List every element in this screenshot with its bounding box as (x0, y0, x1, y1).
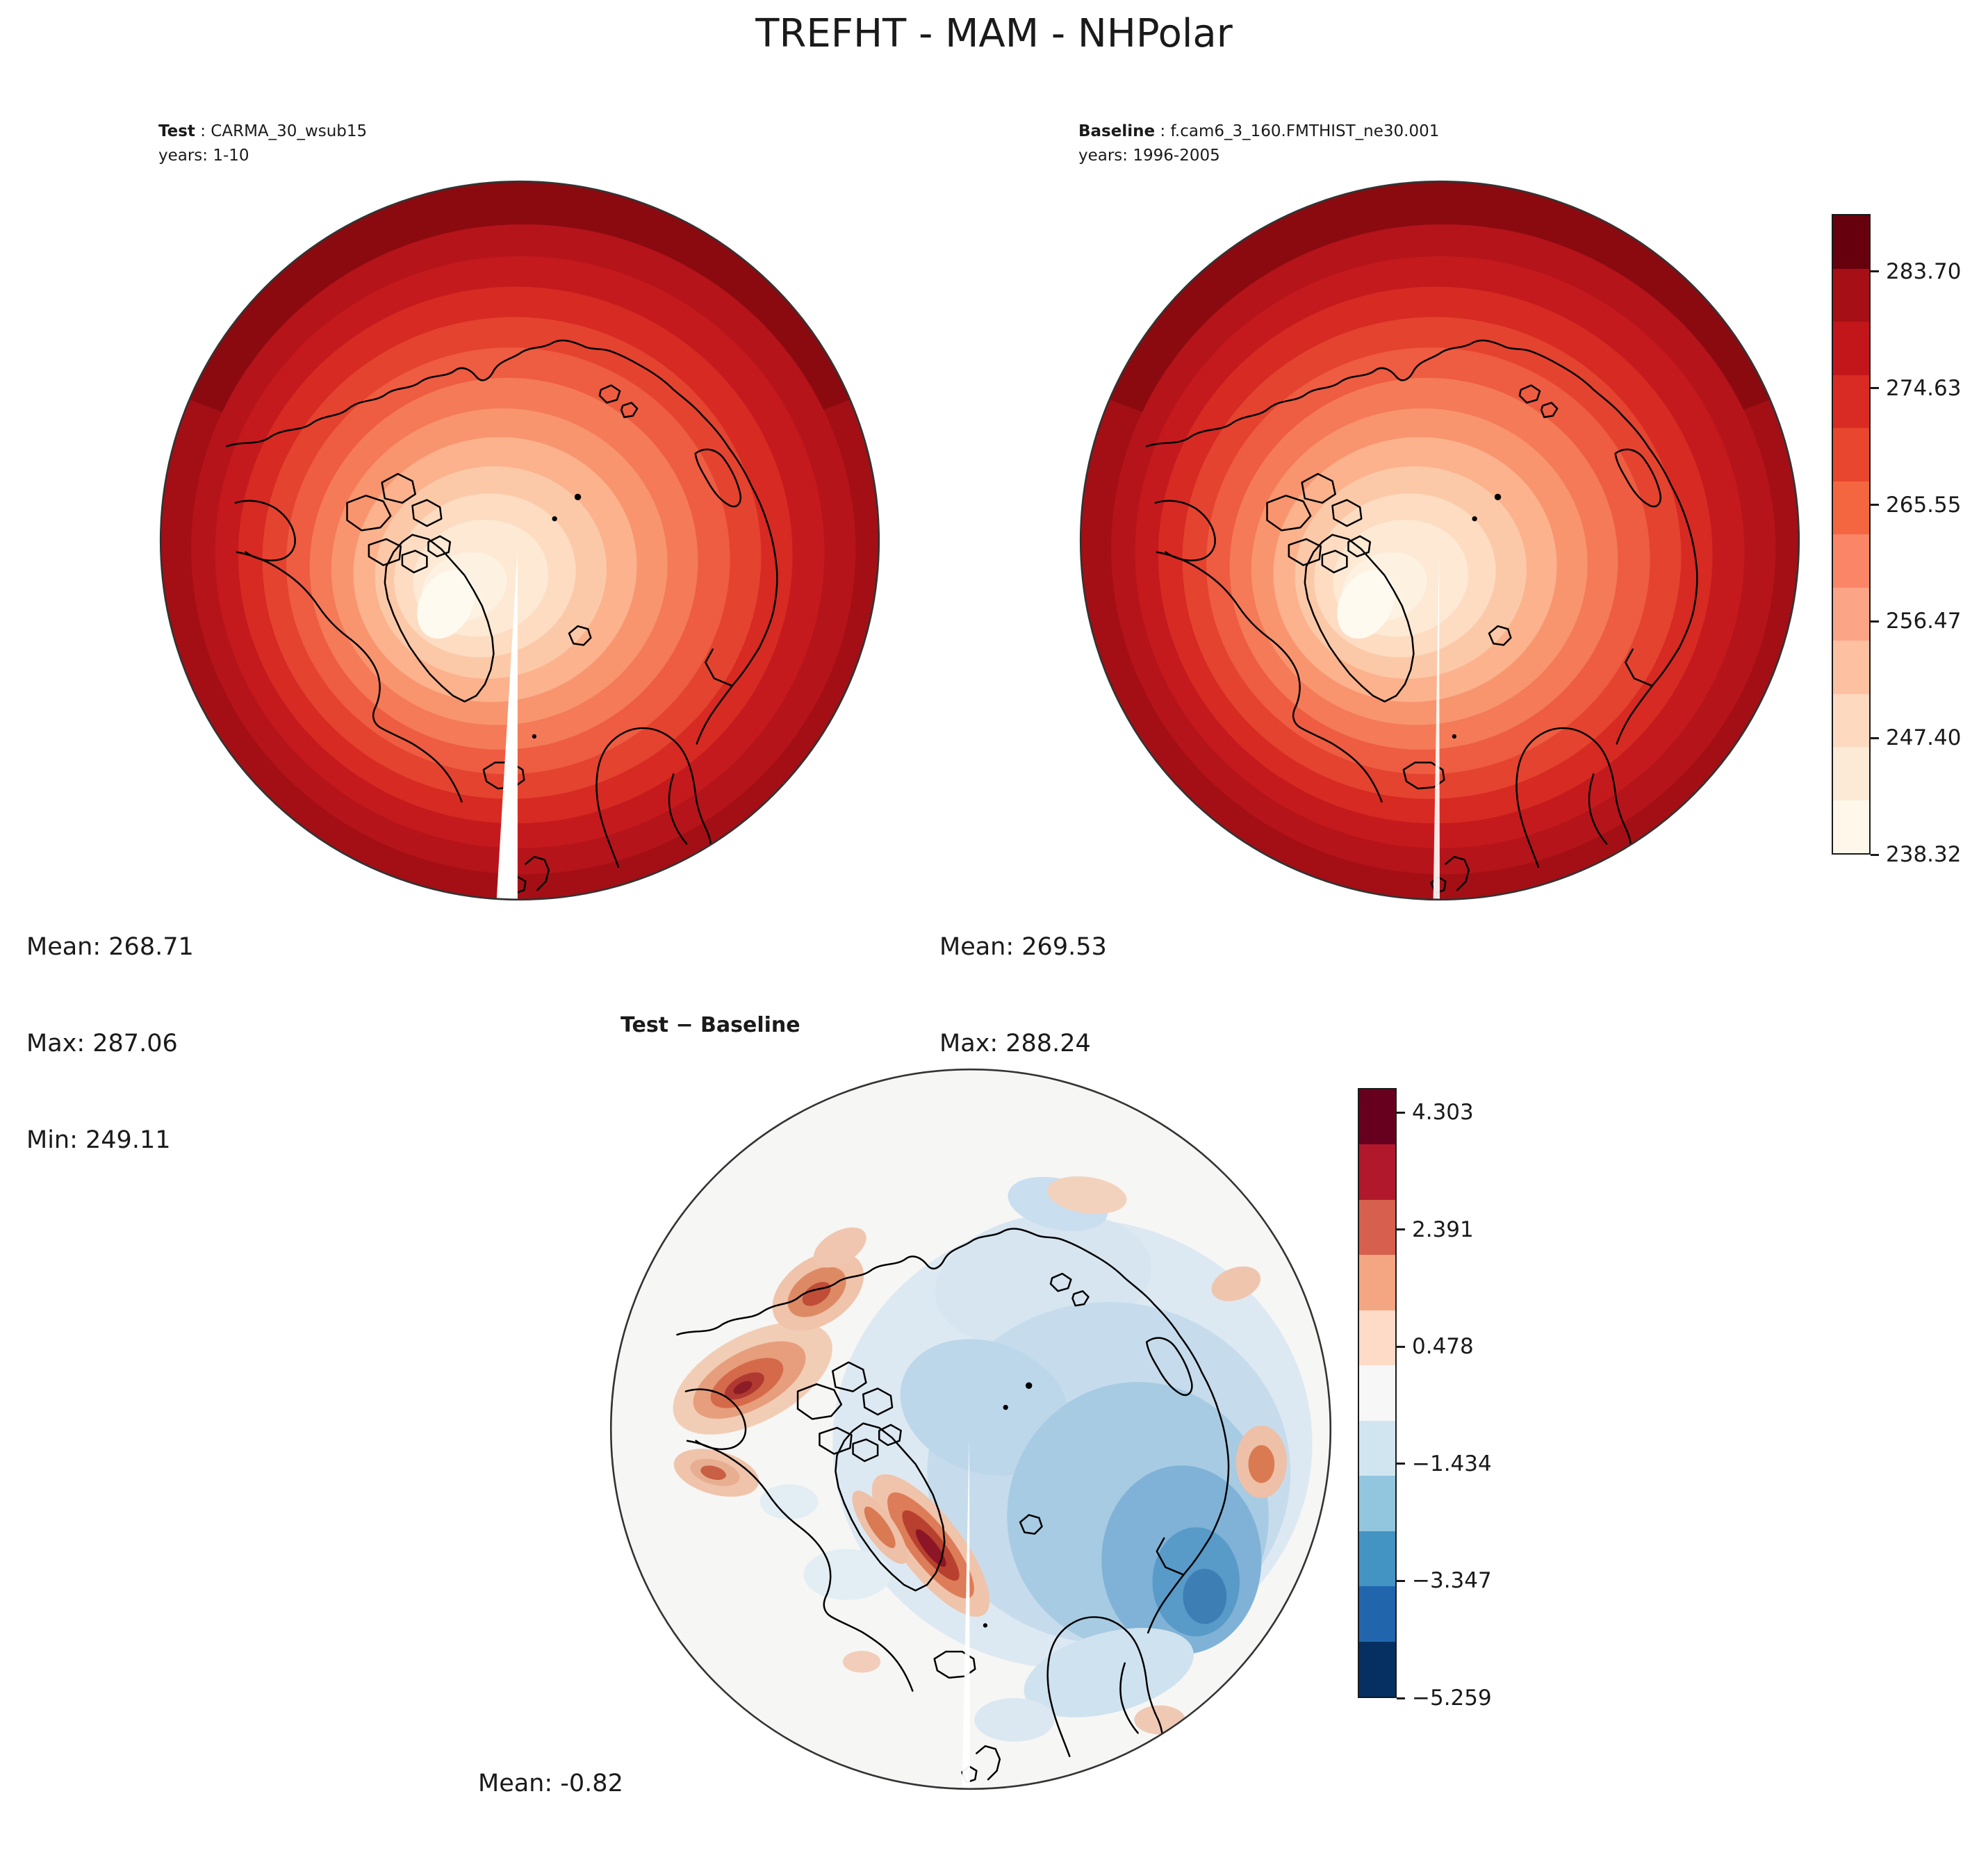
baseline-polar-map (1077, 178, 1802, 901)
difference-polar-map (609, 1068, 1332, 1790)
colorbar-segment (1833, 374, 1869, 428)
colorbar-segment (1833, 322, 1869, 375)
colorbar-segment (1359, 1641, 1395, 1697)
colorbar-tick: 265.55 (1871, 493, 1961, 518)
test-min: Min: 249.11 (26, 1126, 171, 1154)
colorbar-tick-label: 2.391 (1412, 1217, 1474, 1242)
colorbar-segment (1833, 641, 1869, 694)
colorbar-segment (1359, 1531, 1395, 1587)
colorbar-tick-label: −1.434 (1412, 1451, 1492, 1476)
test-stats: Mean: 268.71 Max: 287.06 Min: 249.11 (26, 867, 194, 1220)
colorbar-tick-mark (1871, 736, 1879, 739)
colorbar-segment (1359, 1476, 1395, 1531)
test-max: Max: 287.06 (26, 1029, 178, 1057)
colorbar-tick-mark (1397, 1228, 1405, 1231)
colorbar-tick: −3.347 (1397, 1568, 1492, 1593)
colorbar-tick-mark (1871, 853, 1879, 856)
colorbar-tick: 256.47 (1871, 609, 1961, 634)
colorbar-tick-label: 283.70 (1886, 258, 1962, 284)
colorbar-tick: 4.303 (1397, 1100, 1474, 1125)
difference-colorbar: 4.303 2.391 0.478 −1.434 −3.347 −5.259 (1358, 1088, 1492, 1711)
colorbar-segment (1359, 1365, 1395, 1421)
colorbar-tick-label: 4.303 (1412, 1100, 1474, 1126)
colorbar-tick-mark (1871, 504, 1879, 507)
test-temperature-field (157, 178, 882, 900)
diff-mean: Mean: -0.82 (478, 1770, 623, 1798)
test-years: years: 1-10 (158, 146, 249, 165)
colorbar-tick: −5.259 (1397, 1686, 1492, 1711)
colorbar-tick-mark (1871, 387, 1879, 390)
difference-colorbar-gradient (1358, 1088, 1397, 1698)
test-mean: Mean: 268.71 (26, 933, 194, 962)
colorbar-tick-label: 238.32 (1886, 842, 1962, 867)
colorbar-segment (1359, 1310, 1395, 1366)
temperature-colorbar: 283.70 274.63 265.55 256.47 247.40 238.32 (1832, 214, 1961, 867)
diff-panel-title: Test − Baseline (621, 1013, 800, 1037)
colorbar-segment (1833, 481, 1869, 534)
colorbar-segment (1833, 693, 1869, 747)
colorbar-segment (1833, 800, 1869, 853)
test-polar-map (157, 178, 882, 901)
colorbar-segment (1833, 268, 1869, 322)
colorbar-tick-label: −5.259 (1412, 1686, 1492, 1711)
colorbar-segment (1359, 1420, 1395, 1476)
colorbar-segment (1359, 1255, 1395, 1310)
baseline-case-line: Baseline : f.cam6_3_160.FMTHIST_ne30.001 (1078, 120, 1439, 144)
colorbar-tick-label: 265.55 (1886, 492, 1962, 518)
test-label: Test (158, 122, 195, 140)
colorbar-tick-mark (1397, 1345, 1405, 1348)
colorbar-tick-mark (1871, 270, 1879, 273)
baseline-label: Baseline (1078, 122, 1156, 140)
colorbar-tick: −1.434 (1397, 1451, 1492, 1476)
colorbar-tick-mark (1397, 1111, 1405, 1114)
colorbar-tick: 283.70 (1871, 259, 1961, 284)
colorbar-tick-label: −3.347 (1412, 1568, 1492, 1594)
missing-data-seam (1433, 549, 1440, 900)
colorbar-tick: 247.40 (1871, 725, 1961, 750)
colorbar-tick: 2.391 (1397, 1217, 1474, 1242)
colorbar-segment (1359, 1586, 1395, 1642)
baseline-temperature-field (1077, 178, 1802, 900)
colorbar-segment (1359, 1199, 1395, 1255)
temperature-colorbar-gradient (1832, 214, 1871, 855)
test-case-name: : CARMA_30_wsub15 (195, 122, 368, 140)
baseline-panel-header: Baseline : f.cam6_3_160.FMTHIST_ne30.001… (1078, 120, 1439, 167)
baseline-years: years: 1996-2005 (1078, 146, 1220, 165)
colorbar-tick-label: 256.47 (1886, 609, 1962, 634)
colorbar-segment (1833, 215, 1869, 269)
difference-field (611, 1069, 1331, 1789)
colorbar-tick-mark (1397, 1463, 1405, 1465)
colorbar-tick: 274.63 (1871, 376, 1961, 401)
colorbar-segment (1833, 747, 1869, 800)
colorbar-segment (1833, 534, 1869, 588)
map-outline (159, 180, 880, 901)
colorbar-tick-label: 0.478 (1412, 1334, 1474, 1360)
colorbar-tick-label: 247.40 (1886, 725, 1962, 751)
map-outline (609, 1068, 1332, 1790)
test-panel-header: Test : CARMA_30_wsub15 years: 1-10 (158, 120, 367, 167)
colorbar-segment (1833, 587, 1869, 641)
diff-stats: Mean: -0.82 Max: 3.49 Min: -3.53 (478, 1704, 623, 1853)
figure-title: TREFHT - MAM - NHPolar (755, 11, 1233, 56)
colorbar-tick-mark (1871, 620, 1879, 623)
test-case-line: Test : CARMA_30_wsub15 (158, 120, 367, 144)
colorbar-tick-mark (1397, 1579, 1405, 1582)
baseline-mean: Mean: 269.53 (939, 933, 1107, 962)
colorbar-tick: 0.478 (1397, 1334, 1474, 1359)
map-outline (1079, 180, 1800, 901)
colorbar-tick-label: 274.63 (1886, 375, 1962, 401)
colorbar-tick: 238.32 (1871, 842, 1961, 867)
baseline-case-name: : f.cam6_3_160.FMTHIST_ne30.001 (1155, 122, 1440, 140)
colorbar-segment (1833, 428, 1869, 481)
colorbar-tick-mark (1397, 1697, 1405, 1699)
baseline-max: Max: 288.24 (939, 1029, 1091, 1057)
missing-data-seam (962, 1438, 970, 1789)
colorbar-segment (1359, 1089, 1395, 1145)
colorbar-segment (1359, 1144, 1395, 1200)
